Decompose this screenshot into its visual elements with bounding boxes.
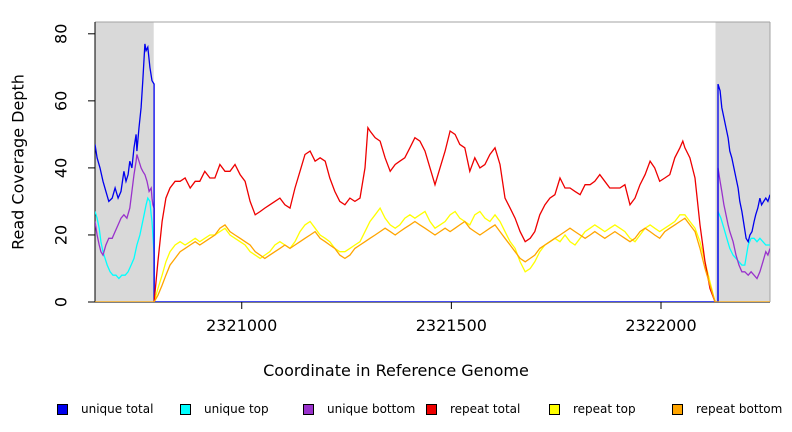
- legend-color-swatch: [426, 403, 437, 415]
- y-tick-label: 80: [52, 24, 71, 44]
- series-line-repeat-total: [153, 125, 716, 302]
- legend-color-swatch: [57, 403, 68, 415]
- legend-label: unique top: [204, 402, 269, 416]
- x-tick-label: 2321500: [416, 316, 487, 335]
- legend-color-swatch: [303, 403, 314, 415]
- x-tick-label: 2321000: [206, 316, 277, 335]
- y-tick-label: 40: [52, 158, 71, 178]
- legend-item-unique-bottom: unique bottom: [303, 398, 415, 420]
- series-group: [95, 43, 770, 302]
- legend-color-swatch: [549, 403, 560, 415]
- shaded-region: [715, 22, 770, 302]
- legend-item-unique-total: unique total: [57, 398, 153, 420]
- shaded-region: [95, 22, 154, 302]
- y-tick-label: 0: [52, 297, 71, 307]
- legend-color-swatch: [180, 403, 191, 415]
- legend-item-repeat-total: repeat total: [426, 398, 520, 420]
- x-tick-label: 2322000: [625, 316, 696, 335]
- y-tick-label: 60: [52, 91, 71, 111]
- legend-item-repeat-top: repeat top: [549, 398, 636, 420]
- series-line-repeat-bottom: [95, 217, 770, 302]
- legend-label: unique bottom: [327, 402, 416, 416]
- legend-label: unique total: [81, 402, 154, 416]
- legend-item-repeat-bottom: repeat bottom: [672, 398, 782, 420]
- y-tick-label: 20: [52, 225, 71, 245]
- series-line-unique-total: [95, 43, 770, 302]
- legend: unique total unique top unique bottom repea…: [0, 398, 792, 422]
- legend-color-swatch: [672, 403, 683, 415]
- series-line-unique-top: [95, 196, 770, 302]
- legend-label: repeat bottom: [696, 402, 783, 416]
- y-axis-label: Read Coverage Depth: [8, 74, 28, 250]
- legend-label: repeat total: [450, 402, 521, 416]
- series-line-repeat-top: [153, 206, 716, 302]
- legend-label: repeat top: [573, 402, 636, 416]
- legend-item-unique-top: unique top: [180, 398, 269, 420]
- series-line-unique-bottom: [95, 154, 770, 302]
- x-axis-label: Coordinate in Reference Genome: [263, 361, 529, 380]
